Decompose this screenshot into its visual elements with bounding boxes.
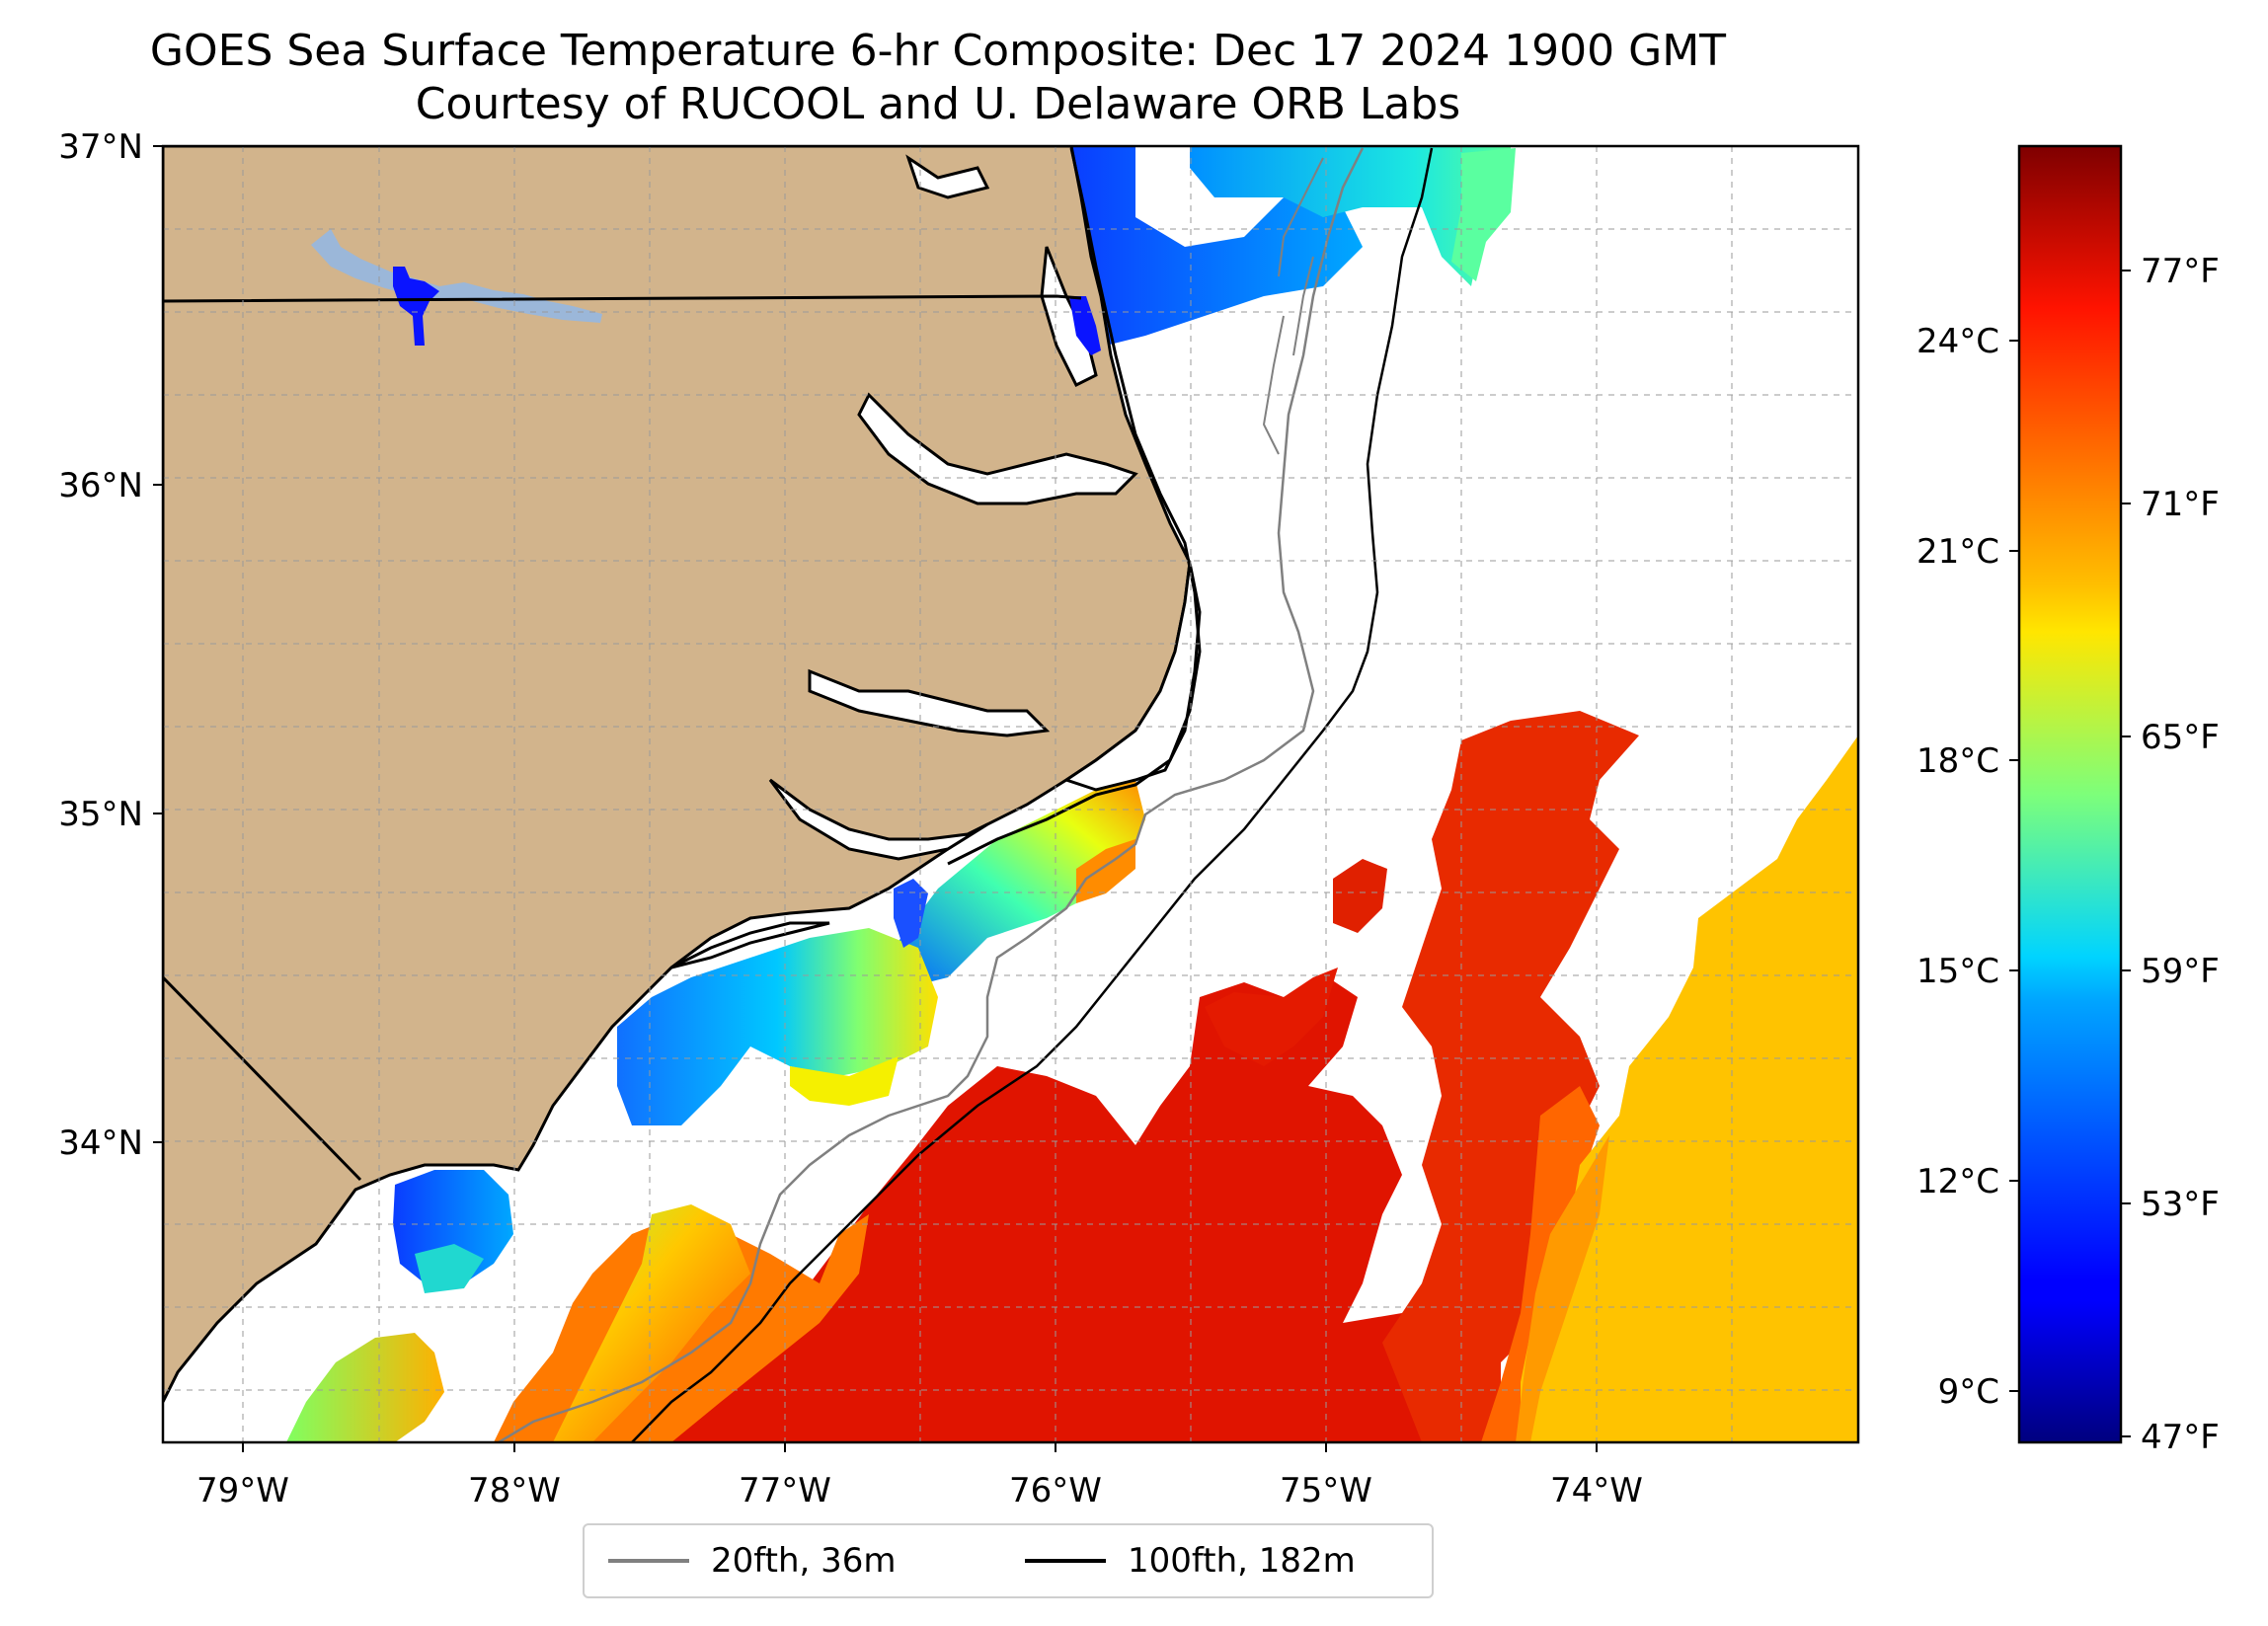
colorbar-c-21: 21°C: [1916, 532, 1999, 572]
lat-label-35: 35°N: [58, 795, 143, 834]
map-title: GOES Sea Surface Temperature 6-hr Compos…: [149, 26, 1727, 76]
colorbar-ticks: [2009, 270, 2131, 1437]
colorbar-f-65: 65°F: [2141, 718, 2220, 757]
sst-cape-fear-teal: [415, 1244, 484, 1293]
colorbar-c-18: 18°C: [1916, 741, 1999, 781]
colorbar-f-47: 47°F: [2141, 1418, 2220, 1457]
legend-item-20fth: 20fth, 36m: [608, 1525, 897, 1596]
lat-label-37: 37°N: [58, 127, 143, 167]
lon-label-78: 78°W: [468, 1471, 561, 1510]
sst-east-orange-fringe: [1481, 1086, 1600, 1442]
legend-label-100fth: 100fth, 182m: [1128, 1541, 1356, 1581]
lon-label-77: 77°W: [739, 1471, 831, 1510]
lon-label-75: 75°W: [1280, 1471, 1372, 1510]
colorbar-c-12: 12°C: [1916, 1162, 1999, 1201]
map-subtitle: Courtesy of RUCOOL and U. Delaware ORB L…: [415, 79, 1461, 129]
isobath-20fth: [498, 147, 1365, 1442]
sst-offshore-yellow: [1521, 736, 1858, 1442]
pamlico-sound: [1062, 562, 1202, 792]
isobath-legend: 20fth, 36m 100fth, 182m: [583, 1523, 1434, 1598]
sst-north-green-edge: [1451, 148, 1516, 281]
legend-swatch-20fth: [608, 1559, 689, 1563]
legend-label-20fth: 20fth, 36m: [711, 1541, 897, 1581]
lat-label-36: 36°N: [58, 466, 143, 505]
sst-north-teal: [1190, 146, 1511, 286]
sst-offshore-orange-edge: [1516, 1135, 1609, 1442]
colorbar-f-59: 59°F: [2141, 952, 2220, 991]
sst-southern-green-orange: [553, 1204, 750, 1442]
bogue-sound: [670, 921, 830, 969]
sst-gulf-stream-red: [622, 977, 1471, 1442]
sst-onslow-yellow: [790, 1056, 899, 1106]
sst-red-tongue: [1205, 968, 1338, 1066]
lat-label-34: 34°N: [58, 1123, 143, 1163]
colorbar: 24°C 21°C 18°C 15°C 12°C 9°C 77°F 71°F 6…: [1916, 144, 2220, 1457]
lon-label-79: 79°W: [196, 1471, 289, 1510]
colorbar-c-24: 24°C: [1916, 322, 1999, 361]
legend-swatch-100fth: [1025, 1559, 1106, 1563]
sst-patches: [286, 146, 1858, 1442]
sst-nearshore-band: [894, 780, 1145, 987]
colorbar-f-77: 77°F: [2141, 252, 2220, 291]
pamlico-blue-sst: [894, 879, 928, 948]
chesapeake-blue-sst: [1069, 296, 1101, 355]
va-nc-border: [163, 294, 1082, 303]
neuse-river: [768, 778, 988, 861]
lake-blue-sst: [393, 267, 439, 346]
pamlico-river: [808, 668, 1051, 737]
colorbar-gradient: [2017, 144, 2123, 1444]
outer-banks-barrier: [947, 147, 1202, 866]
map-frame: [161, 144, 1860, 1444]
chesapeake-mouth: [905, 154, 990, 199]
colorbar-c-15: 15°C: [1916, 952, 1999, 991]
sst-red-blob: [1333, 859, 1387, 933]
nc-sc-border: [163, 975, 362, 1182]
map-area: [163, 146, 1858, 1442]
legend-item-100fth: 100fth, 182m: [1025, 1525, 1356, 1596]
lon-label-74: 74°W: [1550, 1471, 1643, 1510]
sound-waters: [670, 154, 1202, 969]
isobath-100fth: [631, 147, 1434, 1442]
colorbar-f-53: 53°F: [2141, 1185, 2220, 1224]
map-gridlines: [163, 146, 1858, 1442]
colorbar-f-71: 71°F: [2141, 485, 2220, 524]
colorbar-c-9: 9°C: [1938, 1372, 1999, 1412]
sst-east-band: [1382, 711, 1639, 1442]
lon-label-76: 76°W: [1009, 1471, 1102, 1510]
sst-north-blue-mid: [1066, 146, 1363, 346]
sst-southwest-patch: [286, 1333, 444, 1442]
albemarle-sound: [857, 392, 1138, 505]
state-borders: [163, 294, 1082, 1182]
sst-onslow-band: [617, 928, 938, 1125]
axis-ticks: [153, 145, 1598, 1452]
